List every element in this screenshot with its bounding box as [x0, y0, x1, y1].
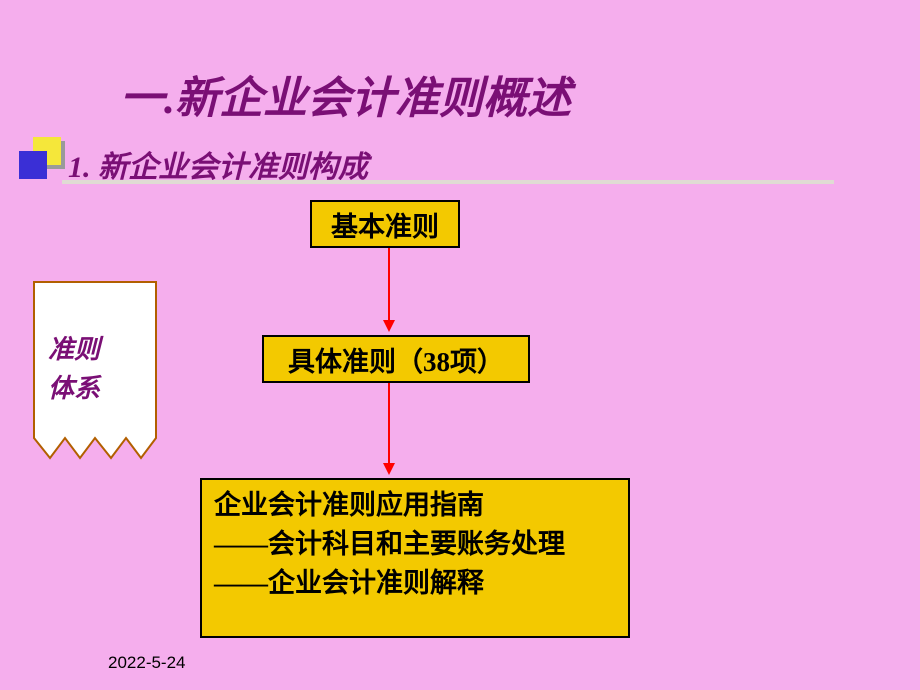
node-guide-line3: ——企业会计准则解释	[214, 568, 484, 598]
sidebar-label-line2: 体系	[48, 374, 100, 403]
node-specific-standards-label: 具体准则（38项）	[288, 340, 504, 379]
slide-date: 2022-5-24	[108, 653, 186, 673]
arrow-2-head	[383, 463, 395, 475]
arrow-2-line	[388, 383, 390, 465]
subtitle-underline	[62, 180, 834, 184]
slide: 一.新企业会计准则概述 1. 新企业会计准则构成 准则 体系 基本准则 具体准则…	[0, 0, 920, 690]
bullet-front	[19, 151, 47, 179]
sidebar-label-line1: 准则	[48, 335, 100, 364]
node-application-guide: 企业会计准则应用指南 ——会计科目和主要账务处理 ——企业会计准则解释	[200, 478, 630, 638]
node-basic-standards-label: 基本准则	[331, 205, 439, 244]
arrow-1-line	[388, 248, 390, 322]
arrow-1-head	[383, 320, 395, 332]
bullet-decoration	[15, 133, 65, 183]
node-specific-standards: 具体准则（38项）	[262, 335, 530, 383]
node-basic-standards: 基本准则	[310, 200, 460, 248]
node-guide-line1: 企业会计准则应用指南	[214, 490, 484, 520]
page-title: 一.新企业会计准则概述	[120, 62, 571, 126]
sidebar-label: 准则 体系	[48, 330, 100, 408]
node-guide-line2: ——会计科目和主要账务处理	[214, 529, 565, 559]
